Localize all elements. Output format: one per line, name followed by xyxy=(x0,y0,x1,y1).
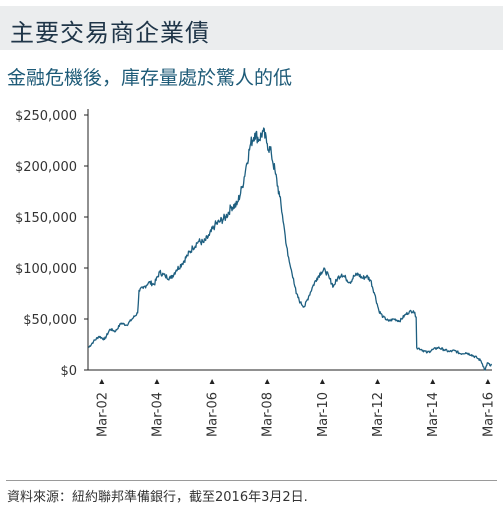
x-tick-label: Mar-08 xyxy=(261,392,276,437)
chart-subtitle: 金融危機後，庫存量處於驚人的低 xyxy=(7,67,293,89)
page-title: 主要交易商企業債 xyxy=(10,19,210,47)
x-tick-marker xyxy=(209,379,215,384)
series-line xyxy=(88,127,493,371)
footer-divider xyxy=(6,480,497,481)
x-tick-label: Mar-14 xyxy=(426,392,441,437)
y-tick-label: $200,000 xyxy=(15,160,77,175)
title-bar: 主要交易商企業債 xyxy=(0,6,503,50)
x-tick-marker xyxy=(485,379,491,384)
y-tick-label: $150,000 xyxy=(15,211,77,226)
x-tick-marker xyxy=(264,379,270,384)
y-tick-label: $250,000 xyxy=(15,109,77,124)
y-tick-label: $100,000 xyxy=(15,262,77,277)
source-note: 資料來源：紐約聯邦準備銀行，截至2016年3月2日. xyxy=(7,490,308,505)
x-tick-label: Mar-04 xyxy=(150,392,165,437)
x-tick-label: Mar-16 xyxy=(481,392,496,437)
y-tick-label: $50,000 xyxy=(23,313,77,328)
line-chart: $250,000 $200,000 $150,000 $100,000 $50,000 $… xyxy=(15,109,496,437)
x-tick-label: Mar-06 xyxy=(206,392,221,437)
x-tick-label: Mar-12 xyxy=(371,392,386,437)
x-tick-label: Mar-10 xyxy=(316,392,331,437)
x-tick-marker xyxy=(319,379,325,384)
x-tick-label: Mar-02 xyxy=(95,392,110,437)
x-tick-marker xyxy=(375,379,381,384)
y-tick-label: $0 xyxy=(60,364,77,379)
x-tick-marker xyxy=(99,379,105,384)
x-tick-marker xyxy=(430,379,436,384)
x-tick-marker xyxy=(154,379,160,384)
